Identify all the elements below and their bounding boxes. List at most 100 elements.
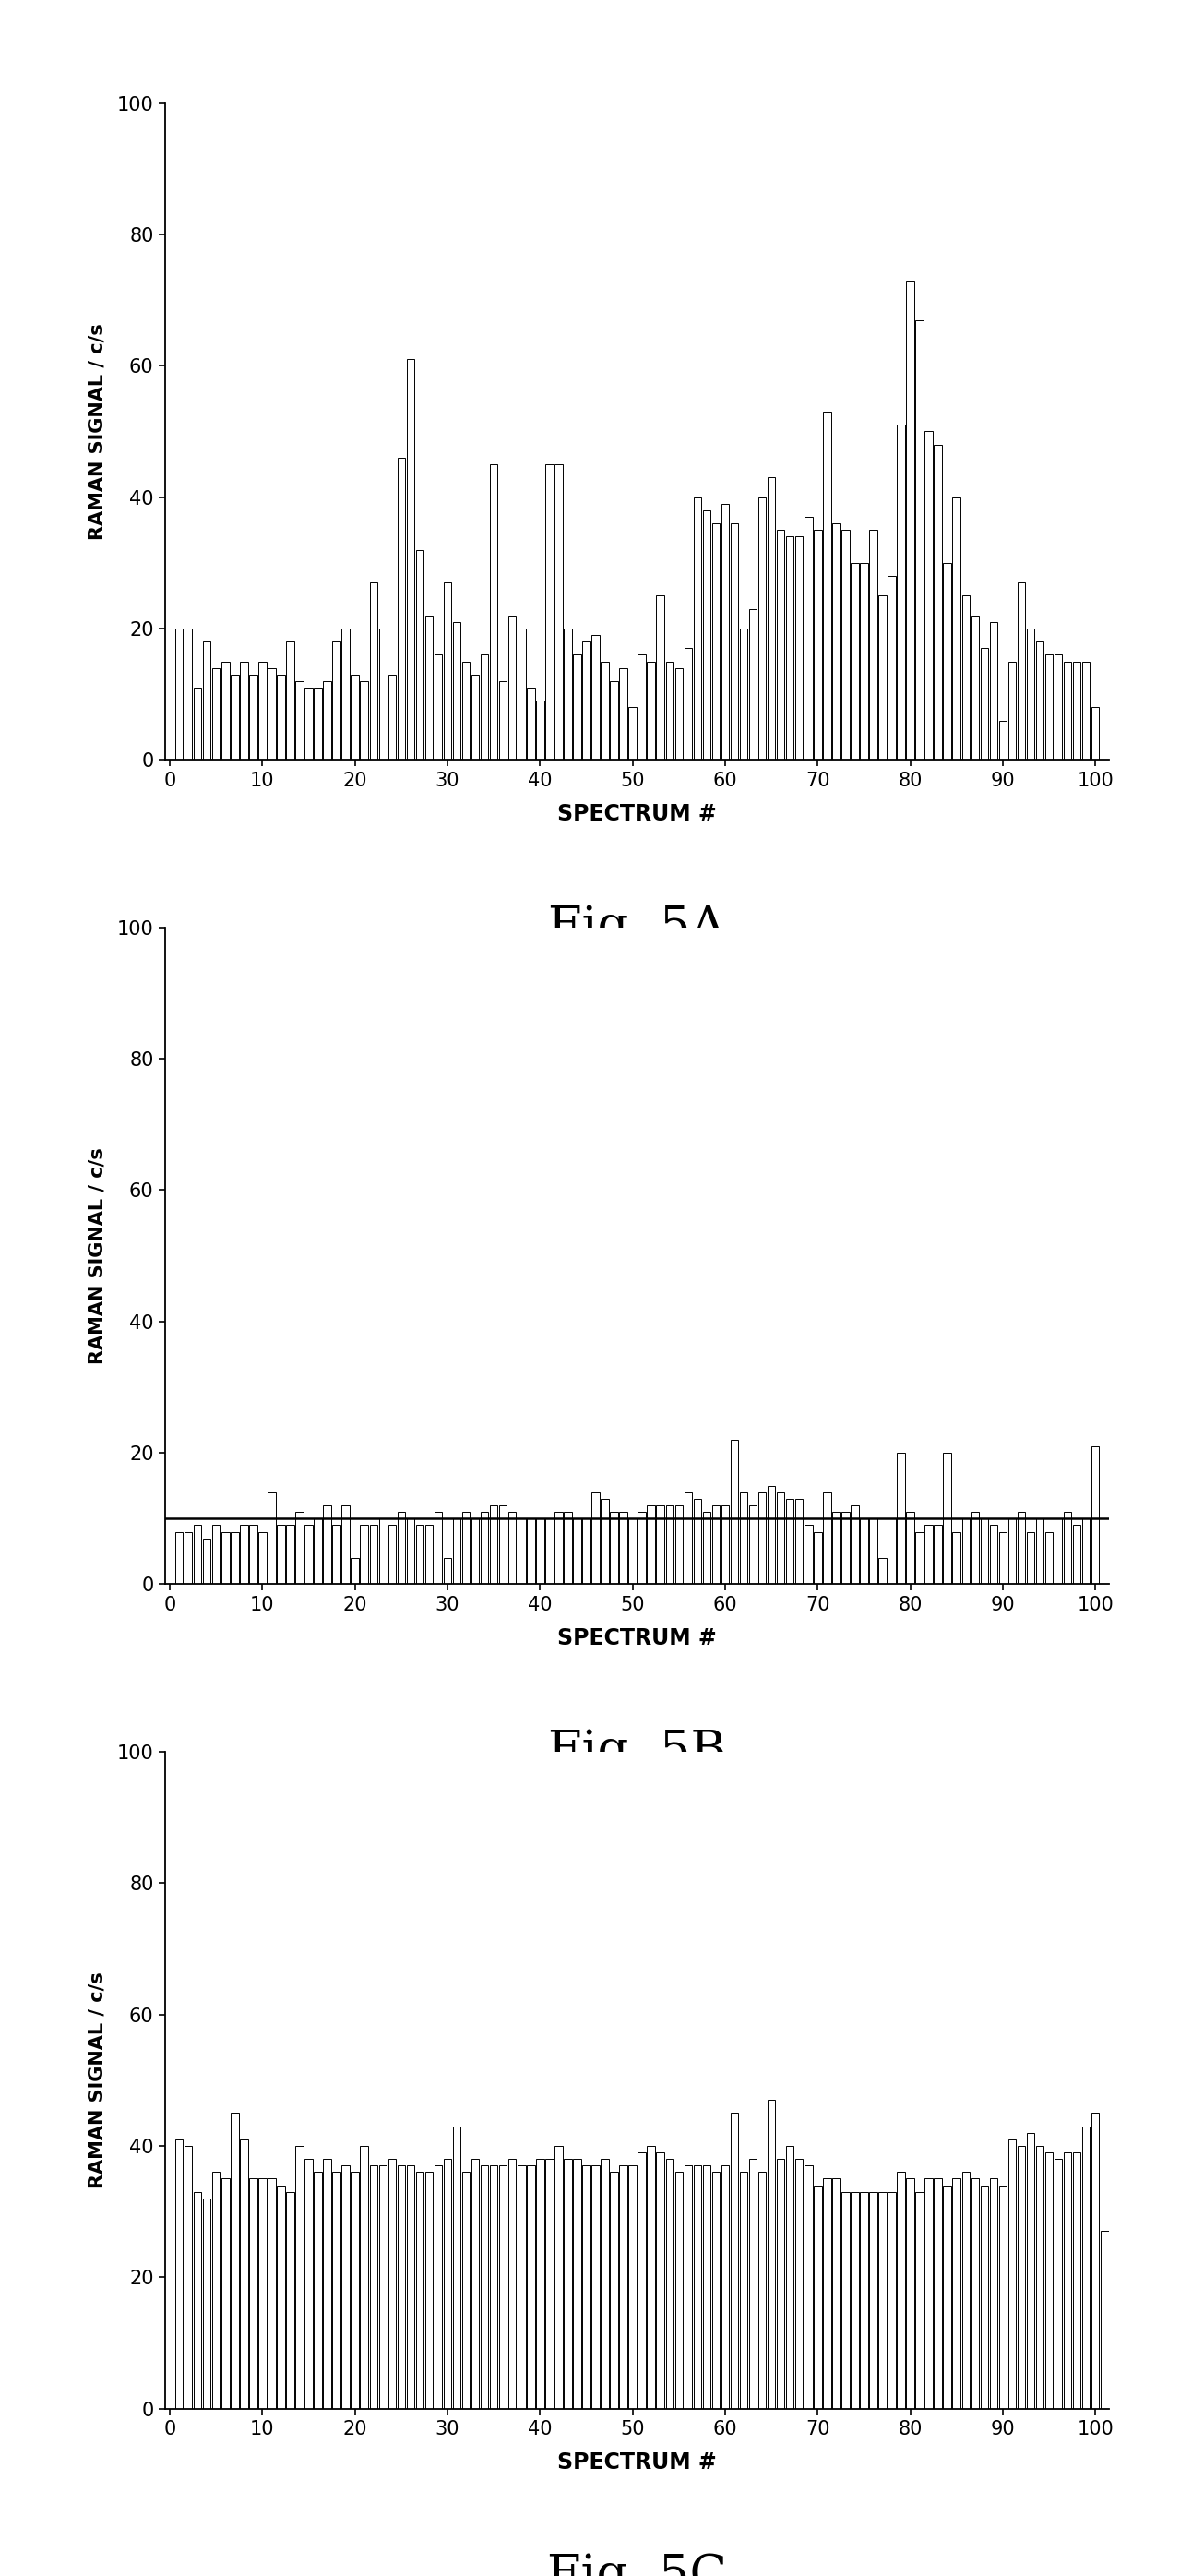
Bar [832, 523, 840, 760]
Bar [1092, 708, 1100, 760]
Bar [841, 2192, 850, 2409]
Text: Fig. 5B: Fig. 5B [548, 1728, 727, 1775]
Bar [277, 675, 284, 760]
Bar [526, 1520, 535, 1584]
Y-axis label: RAMAN SIGNAL / c/s: RAMAN SIGNAL / c/s [88, 1971, 106, 2190]
Bar [509, 616, 516, 760]
Bar [258, 662, 267, 760]
Bar [1027, 2133, 1035, 2409]
Bar [990, 621, 997, 760]
Bar [425, 616, 433, 760]
Bar [323, 2159, 332, 2409]
Bar [518, 629, 525, 760]
Bar [573, 2159, 581, 2409]
Bar [555, 464, 563, 760]
Bar [350, 1558, 359, 1584]
Bar [1073, 2154, 1081, 2409]
Bar [860, 1520, 867, 1584]
Bar [832, 1512, 840, 1584]
Bar [841, 531, 850, 760]
Bar [555, 1512, 563, 1584]
Bar [962, 1520, 970, 1584]
Bar [740, 629, 748, 760]
Bar [638, 654, 645, 760]
Bar [415, 2172, 424, 2409]
Y-axis label: RAMAN SIGNAL / c/s: RAMAN SIGNAL / c/s [88, 322, 106, 541]
Bar [814, 1533, 821, 1584]
Bar [526, 688, 535, 760]
Bar [620, 2166, 628, 2409]
Bar [786, 2146, 794, 2409]
Bar [759, 1492, 766, 1584]
Bar [981, 649, 988, 760]
Bar [277, 2184, 284, 2409]
Bar [360, 1525, 368, 1584]
Bar [1082, 662, 1090, 760]
Bar [398, 1512, 405, 1584]
Bar [490, 464, 498, 760]
Bar [712, 1504, 720, 1584]
Bar [1036, 641, 1044, 760]
Bar [295, 680, 303, 760]
Bar [564, 1512, 572, 1584]
Bar [545, 2159, 553, 2409]
Bar [795, 1499, 804, 1584]
Bar [1045, 654, 1053, 760]
Bar [379, 2166, 387, 2409]
Bar [730, 1440, 739, 1584]
Bar [287, 2192, 294, 2409]
Bar [998, 2184, 1007, 2409]
Bar [499, 680, 507, 760]
Bar [314, 2172, 322, 2409]
Bar [702, 1512, 710, 1584]
Bar [333, 2172, 340, 2409]
Bar [314, 1520, 322, 1584]
Bar [943, 2184, 951, 2409]
Bar [573, 654, 581, 760]
Bar [776, 1492, 785, 1584]
Bar [805, 518, 812, 760]
Bar [573, 1520, 581, 1584]
Y-axis label: RAMAN SIGNAL / c/s: RAMAN SIGNAL / c/s [88, 1146, 106, 1365]
Bar [583, 641, 590, 760]
Bar [851, 1504, 859, 1584]
Bar [583, 1520, 590, 1584]
Bar [258, 1533, 267, 1584]
Bar [480, 1512, 489, 1584]
Bar [536, 2159, 544, 2409]
Bar [1082, 2125, 1090, 2409]
Bar [647, 1504, 655, 1584]
Bar [268, 2179, 276, 2409]
Bar [249, 675, 257, 760]
Bar [759, 497, 766, 760]
Bar [694, 1499, 701, 1584]
Bar [814, 2184, 821, 2409]
Bar [759, 2172, 766, 2409]
Bar [471, 2159, 479, 2409]
Bar [295, 2146, 303, 2409]
Bar [230, 1533, 238, 1584]
Bar [721, 2166, 729, 2409]
Bar [463, 662, 470, 760]
Bar [369, 2166, 378, 2409]
Bar [860, 2192, 867, 2409]
Bar [675, 1504, 683, 1584]
Bar [638, 1512, 645, 1584]
Bar [767, 2099, 775, 2409]
Bar [776, 2159, 785, 2409]
Bar [480, 2166, 489, 2409]
Bar [453, 621, 460, 760]
Bar [545, 464, 553, 760]
Bar [1008, 2138, 1016, 2409]
Bar [666, 1504, 674, 1584]
Bar [906, 1512, 914, 1584]
Bar [666, 662, 674, 760]
Bar [398, 459, 405, 760]
Bar [323, 680, 332, 760]
Bar [222, 2179, 229, 2409]
Bar [981, 2184, 988, 2409]
Bar [870, 1520, 877, 1584]
Bar [981, 1520, 988, 1584]
Bar [702, 510, 710, 760]
Bar [471, 675, 479, 760]
